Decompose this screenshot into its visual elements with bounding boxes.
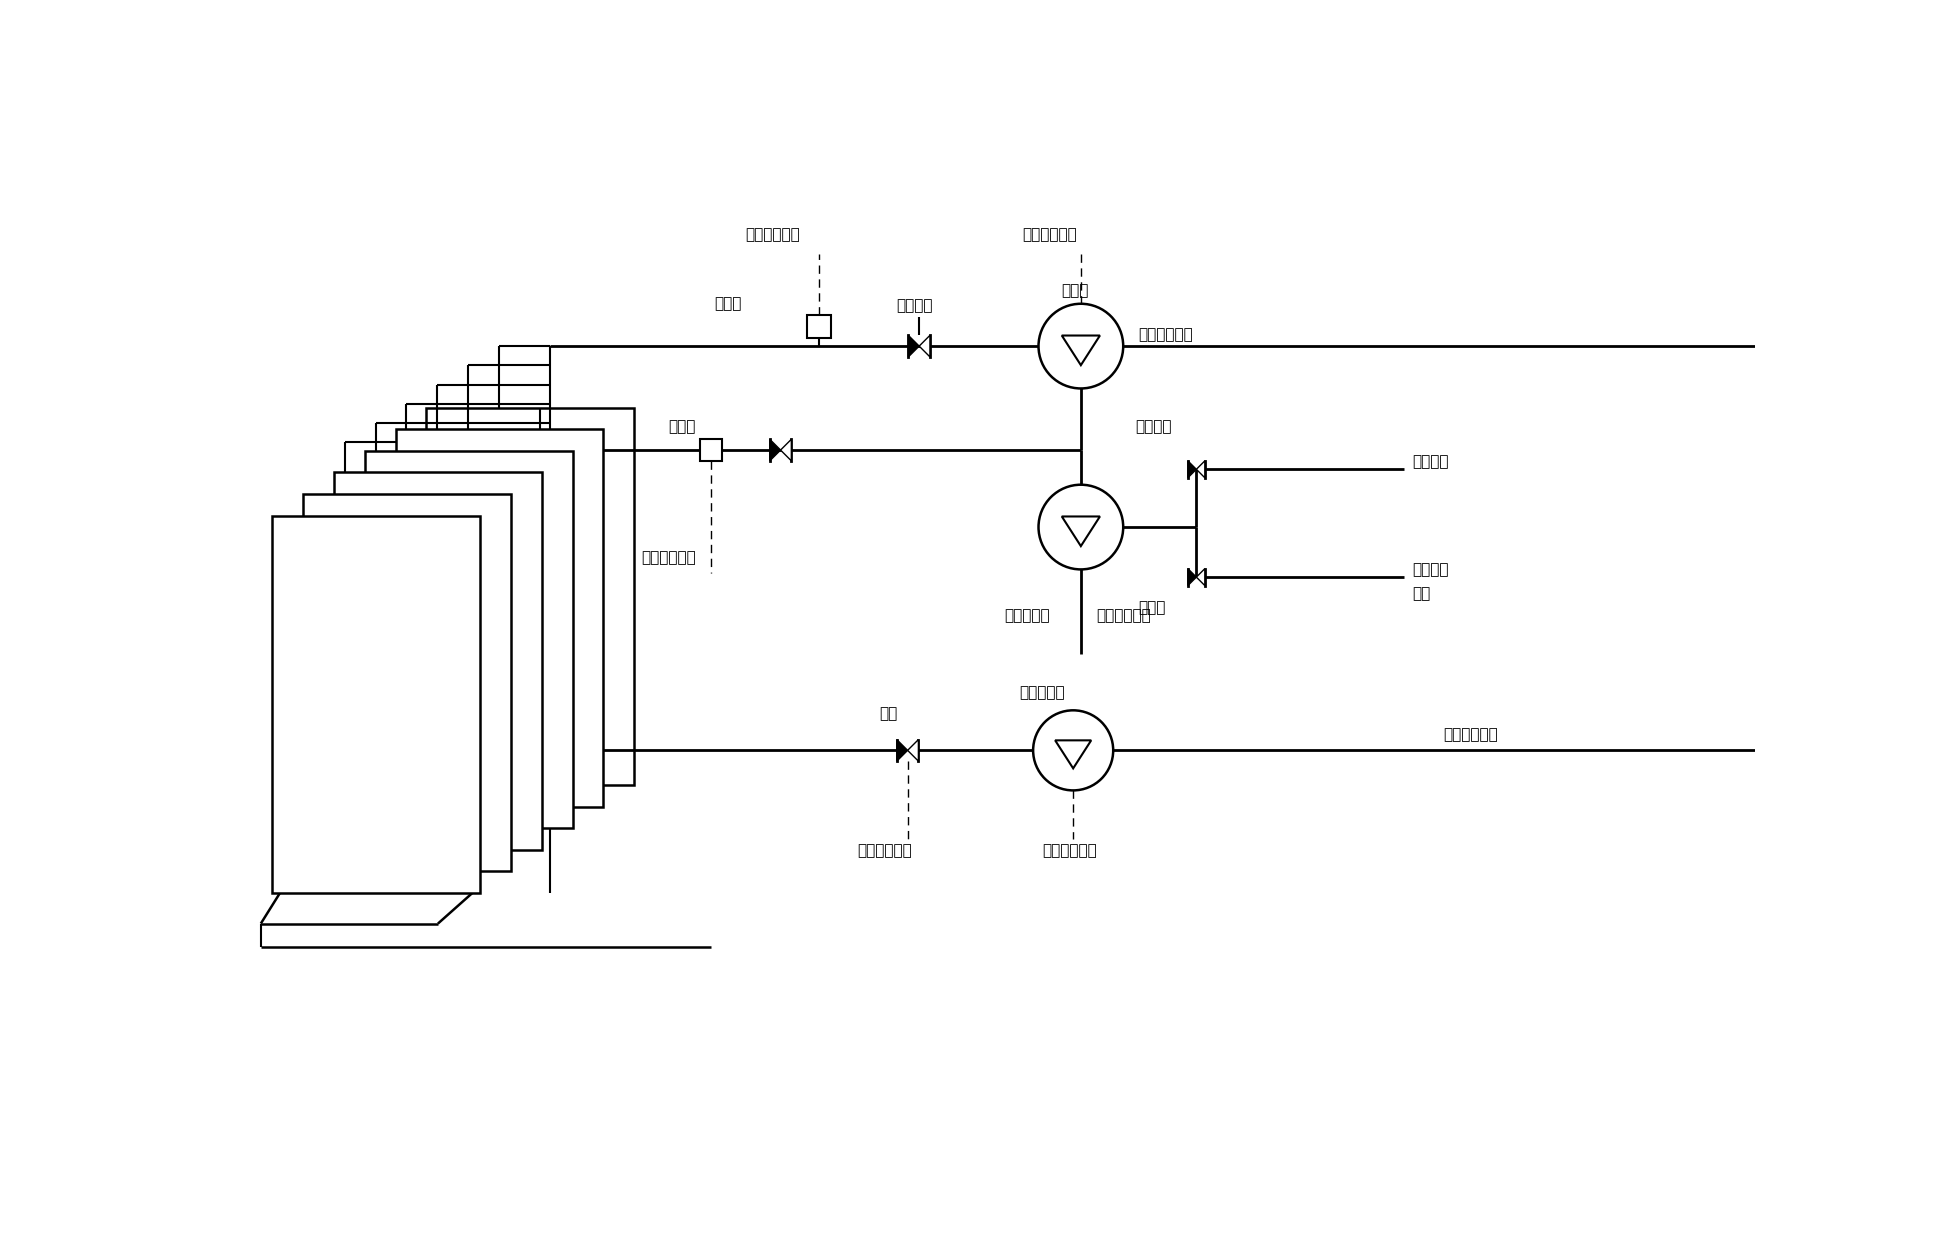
Text: 接入控制中心: 接入控制中心 (1042, 842, 1097, 857)
Text: 产水泵: 产水泵 (1062, 283, 1089, 298)
Polygon shape (770, 439, 780, 461)
Circle shape (1038, 484, 1124, 569)
Polygon shape (1062, 336, 1101, 366)
Text: 接入控制中心: 接入控制中心 (1097, 608, 1151, 623)
Polygon shape (897, 740, 907, 761)
Polygon shape (1189, 569, 1196, 585)
Text: 压力计: 压力计 (669, 419, 696, 434)
Text: 接入控制中心: 接入控制中心 (641, 550, 696, 565)
Text: 药洗阀: 药洗阀 (1138, 600, 1165, 615)
Bar (334, 473, 542, 850)
Bar (700, 439, 721, 461)
Polygon shape (909, 336, 919, 357)
Text: 接入控制中: 接入控制中 (1003, 608, 1050, 623)
Polygon shape (780, 439, 792, 461)
Bar (272, 515, 481, 892)
Text: 接入产水总管: 接入产水总管 (1138, 327, 1193, 342)
Text: 系统: 系统 (1412, 587, 1431, 602)
Bar (366, 451, 573, 829)
Text: 真空曝气泵: 真空曝气泵 (1021, 685, 1065, 700)
Polygon shape (1189, 461, 1196, 478)
Polygon shape (1056, 740, 1091, 769)
Text: 接入空压系统: 接入空压系统 (1443, 728, 1498, 743)
Bar (426, 408, 633, 785)
Bar (807, 316, 831, 338)
Text: 接入控制中心: 接入控制中心 (1022, 227, 1077, 242)
Polygon shape (1196, 569, 1204, 585)
Text: 接入加药: 接入加药 (1412, 562, 1449, 577)
Polygon shape (919, 336, 931, 357)
Text: 接入水箱: 接入水箱 (1412, 454, 1449, 469)
Text: 接入控制中心: 接入控制中心 (745, 227, 800, 242)
Circle shape (1032, 710, 1112, 790)
Text: 反冲洗阀: 反冲洗阀 (1134, 419, 1171, 434)
Circle shape (1038, 303, 1124, 388)
Polygon shape (1196, 461, 1204, 478)
Text: 接入控制中心: 接入控制中心 (858, 842, 913, 857)
Polygon shape (1062, 517, 1101, 547)
Polygon shape (907, 740, 919, 761)
Bar (395, 429, 604, 806)
Bar (303, 494, 510, 871)
Text: 阀门: 阀门 (880, 706, 897, 721)
Text: 产水阀门: 产水阀门 (895, 298, 933, 313)
Text: 压力计: 压力计 (716, 296, 743, 311)
